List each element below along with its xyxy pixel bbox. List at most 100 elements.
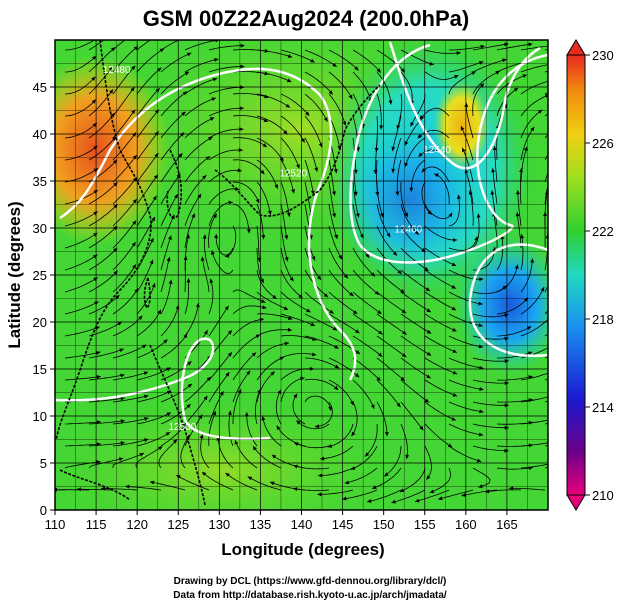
streamline-arrowhead [421, 168, 426, 173]
streamline [184, 174, 207, 205]
streamline-arrowhead [471, 71, 476, 76]
streamline-arrowhead [395, 191, 400, 196]
streamline [520, 258, 533, 293]
streamline [208, 169, 242, 183]
streamline [520, 442, 548, 447]
streamline-arrowhead [289, 277, 294, 282]
streamline-arrowhead [120, 419, 125, 424]
streamline-arrowhead [240, 43, 245, 48]
streamline-arrowhead [93, 211, 98, 216]
streamline [64, 443, 101, 447]
streamline [280, 377, 305, 403]
streamline-arrowhead [284, 256, 289, 262]
x-axis-title: Longitude (degrees) [221, 540, 384, 559]
streamline-arrowhead [552, 258, 556, 262]
streamline-arrowhead [419, 115, 424, 120]
streamline [125, 486, 162, 491]
streamline [517, 190, 522, 227]
streamline [472, 83, 485, 117]
y-tick-label: 15 [33, 362, 47, 377]
streamline [376, 181, 384, 218]
y-tick-label: 25 [33, 268, 47, 283]
streamline-arrowhead [552, 394, 556, 398]
streamline-arrowhead [260, 169, 265, 175]
streamline-arrowhead [270, 481, 275, 486]
streamline [136, 367, 171, 381]
streamline [88, 181, 118, 205]
streamline [208, 128, 244, 139]
x-tick-label: 135 [250, 517, 272, 532]
streamline [256, 159, 278, 189]
streamline-arrowhead [260, 278, 264, 284]
streamline-arrowhead [187, 361, 192, 366]
coastline-asia-mainland [55, 40, 152, 441]
streamline-arrowhead [427, 210, 432, 215]
streamline [328, 49, 359, 71]
streamline-arrowhead [549, 79, 553, 83]
streamline [396, 159, 402, 196]
streamline-arrowhead [119, 348, 124, 353]
streamline-arrowhead [110, 47, 116, 52]
streamline [112, 395, 149, 403]
streamline [88, 225, 118, 249]
streamline-arrowhead [144, 394, 149, 399]
streamline-arrowhead [219, 391, 224, 396]
streamline [232, 115, 269, 123]
streamline [460, 125, 474, 161]
streamline [280, 247, 294, 282]
streamline-arrowhead [317, 275, 322, 280]
streamline-arrowhead [418, 152, 423, 157]
streamline-arrowhead [378, 330, 383, 335]
streamline-arrowhead [353, 191, 358, 196]
streamline [414, 489, 450, 503]
streamline-arrowhead [225, 472, 230, 477]
streamline [88, 442, 125, 447]
streamline [400, 357, 431, 379]
streamline [520, 396, 548, 403]
streamline [392, 137, 402, 174]
streamline-arrowhead [320, 456, 325, 461]
streamline-arrowhead [334, 385, 339, 390]
streamline-arrowhead [261, 416, 266, 421]
streamline-arrowhead [212, 410, 217, 416]
streamline [280, 203, 288, 240]
streamline-arrowhead [351, 431, 356, 437]
colorbar-bottom-arrow [566, 494, 586, 511]
credit-data-source: Data from http://database.rish.kyoto-u.a… [173, 590, 447, 601]
streamline-arrowhead [528, 42, 533, 47]
colorbar-label: 222 [592, 224, 614, 239]
streamline-arrowhead [311, 256, 316, 261]
streamline [280, 335, 317, 341]
streamline [317, 489, 354, 495]
colorbar: 230 226 222 218 214 210 [566, 39, 614, 511]
streamline [399, 467, 426, 493]
streamline [160, 132, 185, 161]
streamline-arrowhead [399, 488, 405, 492]
streamline [184, 302, 199, 337]
streamline [465, 168, 474, 205]
streamline-arrowhead [354, 373, 360, 378]
streamline [184, 255, 187, 293]
streamline-arrowhead [112, 159, 118, 164]
streamline [520, 234, 524, 271]
streamline-arrowhead [251, 352, 257, 357]
streamline-arrowhead [203, 330, 208, 335]
streamline [376, 269, 405, 294]
colorbar-label: 230 [592, 48, 614, 63]
streamline [232, 181, 260, 204]
streamline [112, 176, 138, 205]
streamline-arrowhead [332, 326, 338, 331]
streamline [64, 122, 98, 139]
streamline-arrowhead [305, 111, 310, 116]
streamline-arrowhead [451, 284, 456, 289]
streamline [136, 282, 156, 315]
streamline-arrowhead [404, 162, 409, 167]
streamline [100, 488, 138, 491]
streamline [396, 93, 403, 130]
coastline-taiwan [143, 277, 151, 310]
streamline [208, 45, 245, 51]
streamline [158, 439, 178, 469]
streamline [496, 235, 504, 271]
streamline [352, 269, 380, 296]
streamline-arrowhead [29, 488, 33, 492]
